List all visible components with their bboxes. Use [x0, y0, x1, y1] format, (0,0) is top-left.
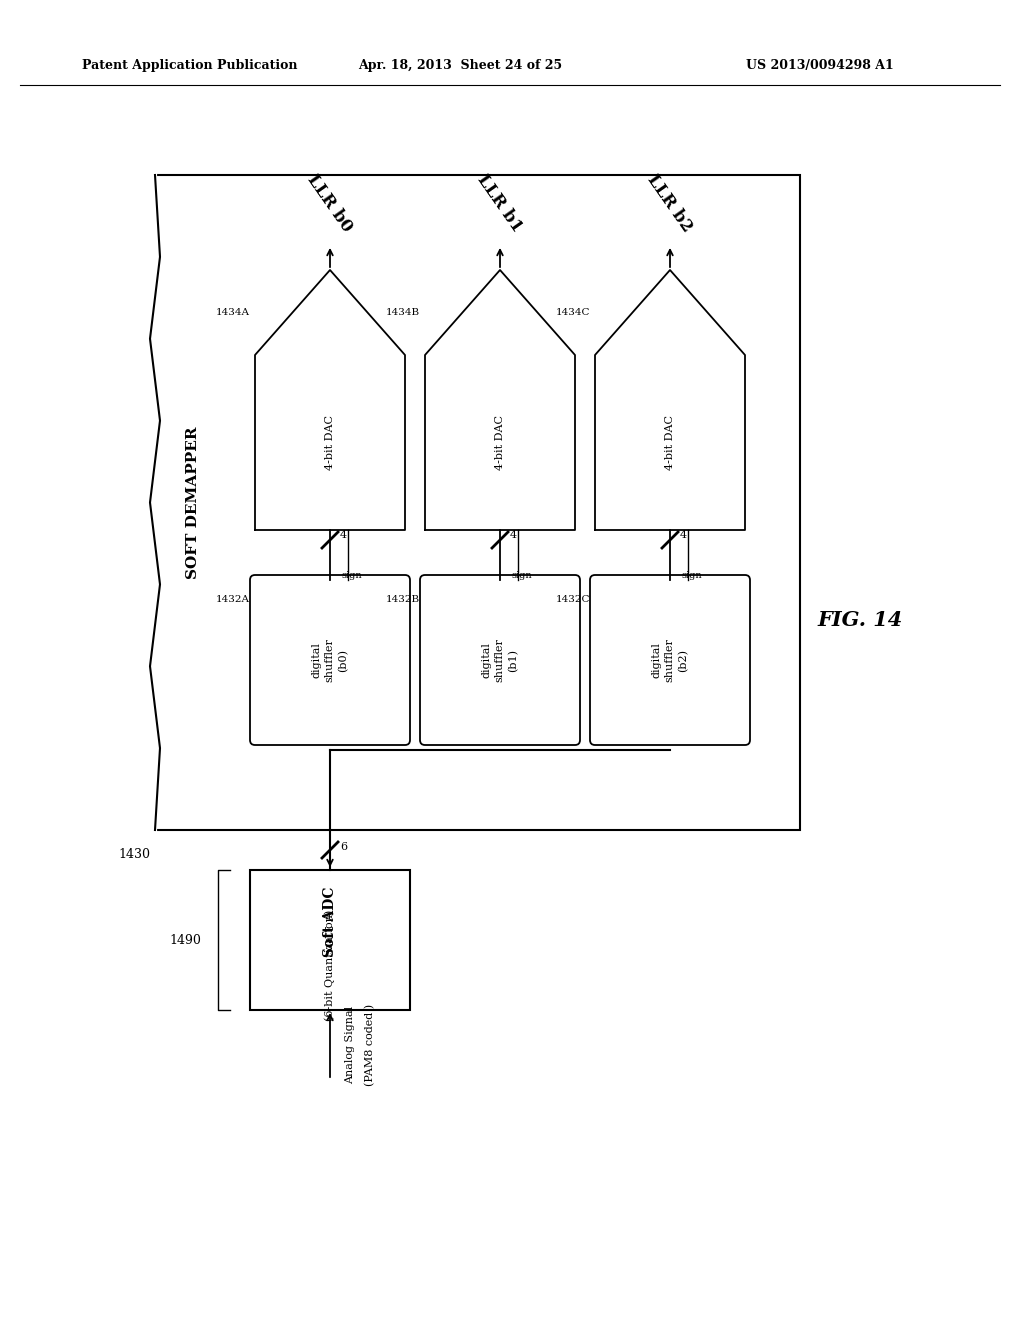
Text: 4: 4	[680, 531, 687, 540]
Text: Analog Signal: Analog Signal	[345, 1006, 355, 1084]
Text: 1434C: 1434C	[555, 308, 590, 317]
Text: 1432C: 1432C	[555, 595, 590, 605]
Polygon shape	[595, 271, 745, 531]
Text: LLR b0: LLR b0	[304, 172, 356, 235]
Text: SOFT DEMAPPER: SOFT DEMAPPER	[186, 426, 200, 578]
Polygon shape	[425, 271, 575, 531]
Text: 1434B: 1434B	[386, 308, 420, 317]
Text: sign: sign	[342, 570, 362, 579]
Text: 4: 4	[510, 531, 517, 540]
Text: sign: sign	[512, 570, 532, 579]
Text: 4: 4	[340, 531, 347, 540]
Text: digital
shuffler
(b0): digital shuffler (b0)	[311, 638, 348, 682]
Text: 1490: 1490	[169, 933, 201, 946]
FancyBboxPatch shape	[420, 576, 580, 744]
Text: LLR b2: LLR b2	[644, 172, 696, 235]
Text: FIG. 14: FIG. 14	[817, 610, 902, 630]
Text: digital
shuffler
(b1): digital shuffler (b1)	[481, 638, 518, 682]
Text: 6: 6	[340, 842, 347, 851]
Text: 4-bit DAC: 4-bit DAC	[665, 414, 675, 470]
Text: digital
shuffler
(b2): digital shuffler (b2)	[651, 638, 688, 682]
Text: 1432A: 1432A	[216, 595, 250, 605]
Text: (PAM8 coded ): (PAM8 coded )	[365, 1005, 376, 1086]
Text: 1434A: 1434A	[216, 308, 250, 317]
FancyBboxPatch shape	[250, 576, 410, 744]
Polygon shape	[255, 271, 406, 531]
Text: Apr. 18, 2013  Sheet 24 of 25: Apr. 18, 2013 Sheet 24 of 25	[358, 58, 562, 71]
Text: LLR b1: LLR b1	[474, 172, 526, 235]
Text: 1432B: 1432B	[386, 595, 420, 605]
Text: US 2013/0094298 A1: US 2013/0094298 A1	[746, 58, 894, 71]
Bar	[250, 870, 410, 1010]
Text: Patent Application Publication: Patent Application Publication	[82, 58, 298, 71]
FancyBboxPatch shape	[590, 576, 750, 744]
Text: 1430: 1430	[118, 849, 150, 862]
Bar	[155, 176, 800, 830]
Text: 4-bit DAC: 4-bit DAC	[325, 414, 335, 470]
Text: Soft ADC: Soft ADC	[323, 887, 337, 957]
Text: sign: sign	[682, 570, 702, 579]
Text: 4-bit DAC: 4-bit DAC	[495, 414, 505, 470]
Text: (6-bit Quantization): (6-bit Quantization)	[325, 909, 335, 1020]
